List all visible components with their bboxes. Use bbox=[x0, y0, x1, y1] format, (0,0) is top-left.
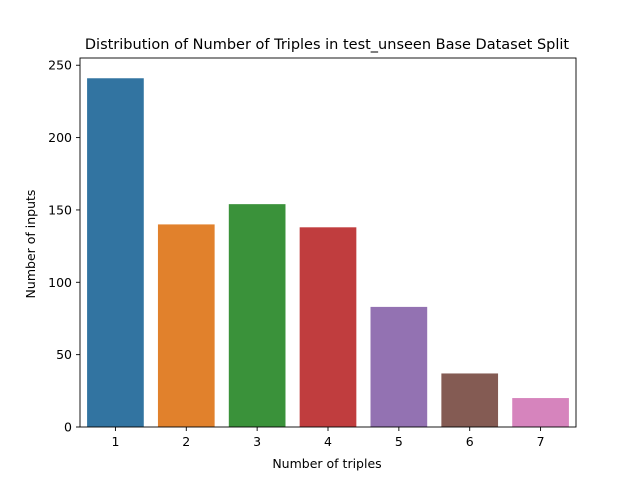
x-axis-label: Number of triples bbox=[272, 456, 381, 471]
y-tick-label: 150 bbox=[48, 202, 72, 217]
x-tick-label: 1 bbox=[111, 434, 119, 449]
x-tick-label: 5 bbox=[395, 434, 403, 449]
bar-2 bbox=[157, 224, 215, 427]
x-tick-label: 4 bbox=[324, 434, 332, 449]
y-tick-label: 0 bbox=[64, 420, 72, 435]
bar-1 bbox=[87, 78, 144, 428]
x-tick-label: 2 bbox=[182, 434, 190, 449]
y-tick-label: 250 bbox=[48, 58, 72, 73]
y-tick-label: 200 bbox=[48, 130, 72, 145]
bar-5 bbox=[370, 306, 428, 427]
bar-3 bbox=[228, 204, 286, 427]
x-tick-label: 6 bbox=[466, 434, 474, 449]
bar-4 bbox=[299, 227, 357, 427]
x-tick-label: 7 bbox=[537, 434, 545, 449]
y-axis-label: Number of inputs bbox=[23, 190, 38, 299]
y-tick-label: 50 bbox=[56, 347, 72, 362]
x-tick-label: 3 bbox=[253, 434, 261, 449]
y-tick-label: 100 bbox=[48, 275, 72, 290]
bar-7 bbox=[512, 398, 569, 427]
plot-area: 1 2 3 4 5 6 7 0 50 100 150 200 250 bbox=[48, 57, 577, 449]
chart-title: Distribution of Number of Triples in tes… bbox=[85, 37, 570, 53]
bar-6 bbox=[441, 373, 499, 427]
